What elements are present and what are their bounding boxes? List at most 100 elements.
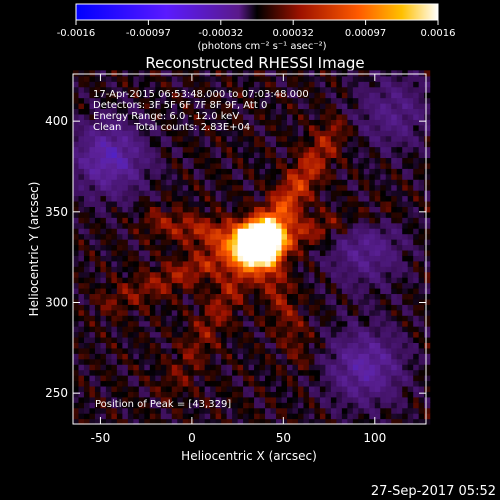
heatmap-cell xyxy=(127,358,134,365)
heatmap-cell xyxy=(155,342,162,349)
heatmap-cell xyxy=(204,413,211,420)
heatmap-cell xyxy=(418,336,425,343)
heatmap-cell xyxy=(347,391,354,398)
heatmap-cell xyxy=(369,304,376,311)
heatmap-cell xyxy=(122,369,129,376)
heatmap-cell xyxy=(160,249,167,256)
heatmap-cell xyxy=(319,206,327,213)
heatmap-cell xyxy=(73,244,80,251)
heatmap-cell xyxy=(248,277,255,284)
heatmap-cell xyxy=(89,206,96,213)
heatmap-cell xyxy=(73,222,80,229)
heatmap-cell xyxy=(221,418,228,425)
heatmap-cell xyxy=(413,391,420,398)
heatmap-cell xyxy=(215,228,222,235)
heatmap-cell xyxy=(358,413,365,420)
heatmap-cell xyxy=(133,97,140,104)
heatmap-cell xyxy=(182,119,189,126)
heatmap-cell xyxy=(396,81,403,88)
heatmap-cell xyxy=(358,190,365,197)
heatmap-cell xyxy=(325,228,332,235)
heatmap-cell xyxy=(330,179,337,186)
heatmap-cell xyxy=(341,364,348,371)
heatmap-cell xyxy=(144,380,151,387)
heatmap-cell xyxy=(286,287,294,295)
heatmap-cell xyxy=(347,407,354,414)
heatmap-cell xyxy=(166,353,173,360)
heatmap-cell xyxy=(182,391,189,398)
heatmap-cell xyxy=(144,200,151,207)
heatmap-cell xyxy=(182,162,189,169)
heatmap-cell xyxy=(89,124,96,131)
heatmap-cell xyxy=(286,130,294,137)
heatmap-cell xyxy=(396,336,403,343)
heatmap-cell xyxy=(177,369,184,376)
heatmap-cell xyxy=(149,239,156,246)
heatmap-cell xyxy=(254,331,261,338)
heatmap-cell xyxy=(144,407,151,414)
heatmap-cell xyxy=(363,369,370,376)
heatmap-cell xyxy=(232,168,239,175)
heatmap-cell xyxy=(144,315,151,322)
heatmap-cell xyxy=(424,369,431,376)
heatmap-cell xyxy=(166,347,173,354)
heatmap-cell xyxy=(358,271,365,278)
heatmap-cell xyxy=(221,151,228,159)
heatmap-cell xyxy=(232,331,239,338)
heatmap-cell xyxy=(385,157,392,164)
heatmap-cell xyxy=(221,157,228,164)
heatmap-cell xyxy=(237,385,244,392)
heatmap-cell xyxy=(226,195,233,202)
heatmap-cell xyxy=(418,173,425,180)
heatmap-cell xyxy=(105,342,113,349)
heatmap-cell xyxy=(155,206,162,213)
heatmap-cell xyxy=(89,385,96,392)
heatmap-cell xyxy=(221,168,228,175)
heatmap-cell xyxy=(138,97,145,104)
heatmap-cell xyxy=(221,407,228,414)
heatmap-cell xyxy=(341,81,348,88)
heatmap-cell xyxy=(413,380,420,387)
heatmap-cell xyxy=(204,249,211,256)
heatmap-cell xyxy=(188,113,195,120)
heatmap-cell xyxy=(303,173,310,180)
heatmap-cell xyxy=(276,347,283,354)
heatmap-cell xyxy=(221,266,228,273)
heatmap-cell xyxy=(78,255,85,262)
heatmap-cell xyxy=(341,222,348,229)
heatmap-cell xyxy=(396,141,403,148)
heatmap-cell xyxy=(221,304,228,311)
heatmap-cell xyxy=(330,402,337,409)
heatmap-cell xyxy=(314,103,321,110)
heatmap-cell xyxy=(352,233,359,240)
heatmap-cell xyxy=(336,173,343,180)
heatmap-cell xyxy=(160,298,167,305)
heatmap-cell xyxy=(193,124,200,131)
heatmap-cell xyxy=(226,233,233,240)
heatmap-cell xyxy=(155,293,162,300)
heatmap-cell xyxy=(396,287,403,295)
heatmap-cell xyxy=(325,108,332,115)
heatmap-cell xyxy=(122,151,129,159)
heatmap-cell xyxy=(83,287,91,295)
heatmap-cell xyxy=(314,173,321,180)
heatmap-cell xyxy=(83,391,91,398)
heatmap-cell xyxy=(391,141,398,148)
heatmap-cell xyxy=(210,228,217,235)
heatmap-cell xyxy=(303,391,310,398)
heatmap-cell xyxy=(369,146,376,153)
heatmap-cell xyxy=(243,385,250,392)
heatmap-cell xyxy=(391,168,398,175)
heatmap-cell xyxy=(182,396,189,403)
heatmap-cell xyxy=(122,103,129,110)
heatmap-cell xyxy=(391,320,398,327)
heatmap-cell xyxy=(369,179,376,186)
heatmap-cell xyxy=(330,124,337,131)
heatmap-cell xyxy=(204,97,211,104)
heatmap-cell xyxy=(243,320,250,327)
heatmap-cell xyxy=(424,168,431,175)
heatmap-cell xyxy=(303,320,310,327)
heatmap-cell xyxy=(127,385,134,392)
heatmap-cell xyxy=(341,418,348,425)
heatmap-cell xyxy=(232,222,239,229)
